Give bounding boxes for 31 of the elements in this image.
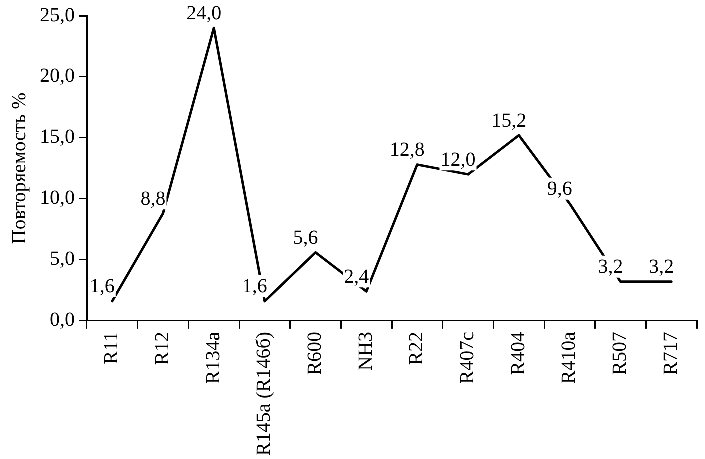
x-tick-label: R600 [304, 332, 326, 376]
data-label: 15,2 [492, 110, 527, 132]
y-tick-label: 25,0 [40, 4, 75, 26]
x-tick-label: R407c [456, 332, 478, 384]
x-tick-label: R22 [406, 332, 428, 366]
data-label: 24,0 [186, 2, 222, 24]
x-tick-label: R134a [202, 332, 224, 384]
x-tick-label: R404 [507, 332, 530, 376]
data-label: 8,8 [140, 188, 166, 210]
x-tick-label: R410a [558, 332, 580, 384]
y-tick-label: 10,0 [40, 187, 75, 210]
y-tick-label: 0,0 [50, 309, 75, 332]
y-tick-label: 20,0 [40, 65, 75, 88]
x-tick-label: NH3 [354, 332, 377, 371]
x-tick-label: R145a (R146б) [253, 332, 276, 456]
data-label: 5,6 [293, 226, 318, 249]
data-label: 12,8 [390, 139, 425, 162]
data-label: 1,6 [242, 276, 268, 298]
x-tick-label: R11 [100, 332, 123, 365]
data-label: 1,6 [90, 276, 115, 298]
x-tick-label: R507 [609, 332, 631, 376]
data-label: 3,2 [598, 256, 624, 278]
y-tick-label: 5,0 [50, 248, 75, 270]
data-label: 12,0 [440, 148, 476, 171]
data-label: 9,6 [547, 178, 572, 200]
y-axis-title: Повторяемость % [8, 92, 30, 244]
data-label: 2,4 [344, 266, 370, 288]
x-tick-label: R717 [660, 332, 682, 376]
data-label: 3,2 [649, 256, 674, 278]
y-tick-label: 15,0 [40, 126, 75, 148]
x-tick-label: R12 [152, 332, 174, 366]
